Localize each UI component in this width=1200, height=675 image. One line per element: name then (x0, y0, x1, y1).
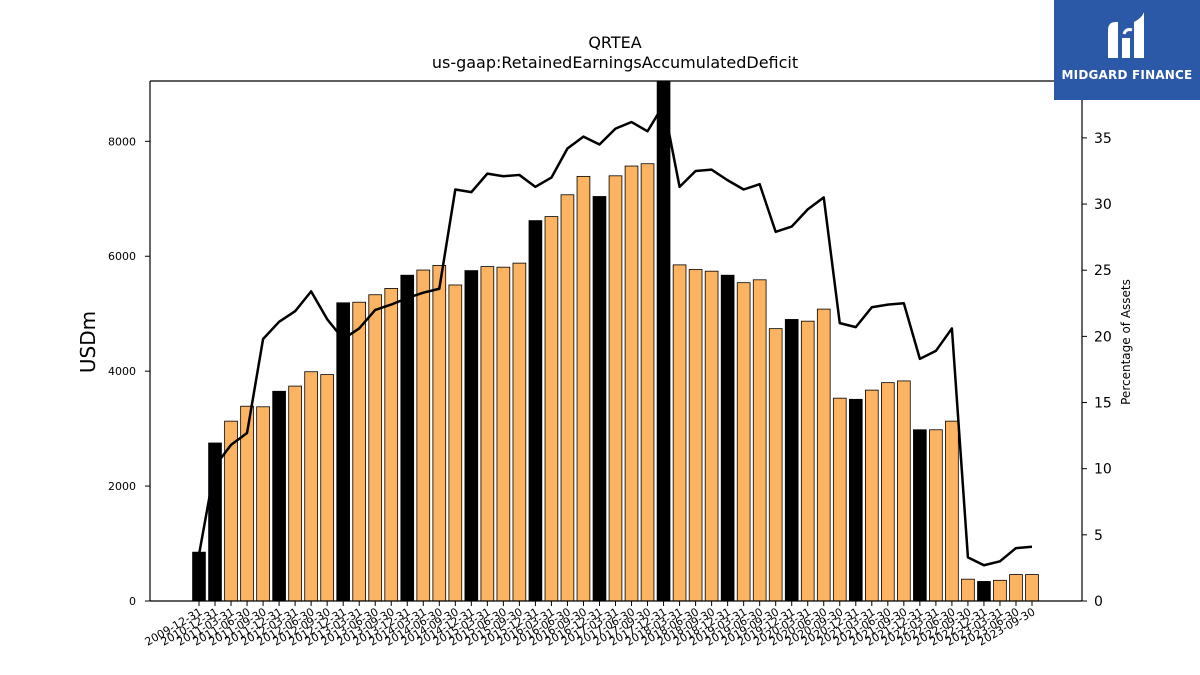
bar (288, 385, 302, 602)
bar (448, 284, 463, 602)
chart-title: QRTEA (588, 33, 641, 52)
bar (656, 80, 671, 602)
bar (993, 579, 1007, 602)
line-group (197, 103, 1033, 567)
y-tick-label: 2000 (108, 480, 136, 493)
bar (1025, 574, 1039, 602)
y2-tick-label: 20 (1094, 329, 1112, 345)
bar (913, 429, 927, 602)
bar (816, 308, 831, 602)
bar (432, 265, 447, 602)
bar (929, 429, 943, 602)
bar (272, 390, 286, 602)
bar (897, 380, 911, 602)
bar (977, 581, 991, 602)
bar (400, 274, 415, 602)
brand-logo: MIDGARD FINANCE (1054, 0, 1200, 100)
y2-tick-label: 25 (1094, 263, 1112, 279)
bar (192, 551, 206, 602)
bar (704, 270, 719, 602)
bar (416, 269, 431, 602)
bar (768, 328, 783, 602)
bar (832, 397, 847, 602)
y2-tick-label: 10 (1094, 462, 1112, 478)
y2-tick-label: 30 (1094, 197, 1112, 213)
bar (752, 279, 767, 602)
chart-subtitle: us-gaap:RetainedEarningsAccumulatedDefic… (432, 53, 798, 72)
bar (592, 196, 607, 602)
bar (256, 406, 270, 602)
bar (688, 269, 703, 602)
brand-mark-icon (1108, 12, 1144, 58)
bar (784, 319, 799, 602)
bar (865, 389, 879, 602)
y2-tick-label: 15 (1094, 396, 1112, 412)
bar (576, 175, 591, 602)
y-tick-label: 4000 (108, 365, 136, 378)
y-tick-label: 6000 (108, 250, 136, 263)
bar (304, 371, 318, 602)
bar (1009, 574, 1023, 602)
bar (224, 420, 238, 602)
bar (352, 301, 366, 602)
y2-tick-label: 35 (1094, 131, 1112, 147)
brand-logo-text: MIDGARD FINANCE (1061, 68, 1193, 82)
bar (528, 220, 543, 602)
bar (368, 294, 383, 602)
bar (336, 302, 350, 602)
bar (945, 420, 959, 602)
bar (320, 374, 334, 602)
bars-group (192, 80, 1039, 602)
bar (560, 194, 575, 602)
series-line (197, 103, 1033, 567)
y-tick-label: 8000 (108, 135, 136, 148)
bar (881, 382, 895, 602)
bar (800, 320, 815, 602)
bar (720, 274, 735, 602)
bar (544, 216, 559, 602)
bar (848, 398, 863, 602)
y-tick-label: 0 (129, 595, 136, 608)
bar (640, 163, 655, 602)
y2-tick-label: 0 (1094, 594, 1103, 610)
bar (608, 175, 623, 602)
bar (672, 264, 687, 602)
bar (496, 266, 511, 602)
bar (464, 270, 479, 602)
bar (961, 578, 975, 602)
y-axis-label: USDm (76, 311, 100, 373)
bar (512, 262, 527, 602)
y2-tick-label: 5 (1094, 528, 1103, 544)
bar (480, 266, 495, 602)
bar (384, 288, 399, 602)
bar (624, 165, 639, 602)
y2-axis-label: Percentage of Assets (1119, 279, 1133, 405)
bar (736, 282, 751, 602)
